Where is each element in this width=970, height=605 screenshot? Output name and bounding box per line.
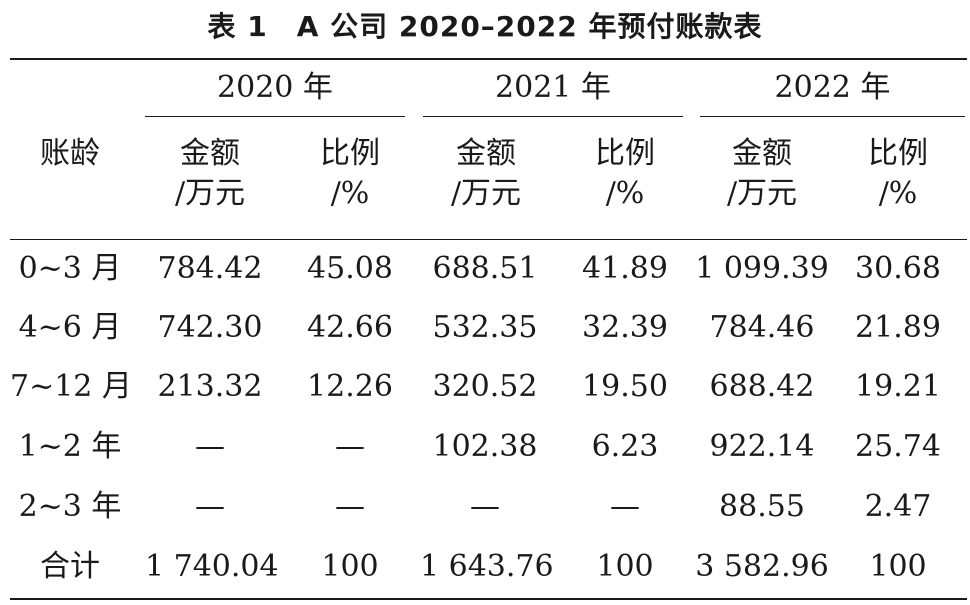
table-cell: —	[470, 489, 500, 524]
year-underline-2022	[700, 116, 965, 117]
table-cell: 30.68	[855, 251, 941, 286]
table-cell: 1 099.39	[695, 251, 829, 286]
top-rule	[10, 58, 967, 60]
table-cell: 532.35	[432, 310, 538, 345]
table-cell: 21.89	[855, 310, 941, 345]
row-label: 2~3 年	[18, 489, 122, 524]
table-cell: 100	[869, 549, 927, 584]
ratio-header-unit: /%	[330, 176, 370, 211]
table-cell: 42.66	[307, 310, 393, 345]
table-cell: 1 643.76	[420, 549, 554, 584]
table-cell: 3 582.96	[695, 549, 829, 584]
ratio-header-unit: /%	[878, 176, 918, 211]
table-cell: 88.55	[719, 489, 805, 524]
table-cell: 1 740.04	[145, 549, 279, 584]
amount-header-text: 金额	[456, 136, 516, 171]
row-label: 合计	[40, 549, 100, 584]
row-label: 0~3 月	[18, 251, 122, 286]
table-cell: 742.30	[157, 310, 263, 345]
table-cell: 102.38	[432, 429, 538, 464]
year-underline-2020	[145, 116, 405, 117]
table-cell: 320.52	[432, 369, 538, 404]
table-cell: 100	[321, 549, 379, 584]
amount-header-text: 金额	[180, 136, 240, 171]
bottom-rule	[10, 598, 967, 600]
year-header-2021: 2021 年	[495, 70, 611, 105]
amount-header-unit: /万元	[174, 176, 246, 211]
ratio-header-2021: 比例 /%	[565, 134, 685, 214]
table-cell: —	[195, 429, 225, 464]
table-cell: 41.89	[582, 251, 668, 286]
table-cell: 12.26	[307, 369, 393, 404]
year-header-2022: 2022 年	[774, 70, 891, 105]
ratio-header-2020: 比例 /%	[290, 134, 410, 214]
table-cell: 19.21	[855, 369, 941, 404]
table-cell: 688.51	[432, 251, 538, 286]
table-cell: 922.14	[709, 429, 815, 464]
amount-header-2020: 金额 /万元	[150, 134, 270, 214]
amount-header-2021: 金额 /万元	[426, 134, 546, 214]
year-header-2020: 2020 年	[217, 70, 333, 105]
amount-header-text: 金额	[732, 136, 792, 171]
table-cell: 784.46	[709, 310, 815, 345]
table-cell: 19.50	[582, 369, 668, 404]
column-header-aging: 账龄	[40, 136, 100, 171]
table-cell: 784.42	[157, 251, 263, 286]
row-label: 1~2 年	[18, 429, 122, 464]
table-cell: 6.23	[591, 429, 659, 464]
table-cell: —	[195, 489, 225, 524]
header-rule	[10, 239, 967, 240]
row-label: 7~12 月	[10, 369, 132, 404]
table-cell: —	[335, 429, 365, 464]
table-cell: 213.32	[157, 369, 263, 404]
table-cell: 25.74	[855, 429, 941, 464]
ratio-header-text: 比例	[595, 136, 655, 171]
amount-header-unit: /万元	[450, 176, 522, 211]
table-cell: —	[335, 489, 365, 524]
table-cell: 45.08	[307, 251, 393, 286]
table-cell: —	[610, 489, 640, 524]
ratio-header-text: 比例	[320, 136, 380, 171]
year-underline-2021	[423, 116, 683, 117]
table-cell: 100	[596, 549, 654, 584]
table-cell: 32.39	[582, 310, 668, 345]
ratio-header-2022: 比例 /%	[838, 134, 958, 214]
ratio-header-text: 比例	[868, 136, 928, 171]
amount-header-unit: /万元	[726, 176, 798, 211]
amount-header-2022: 金额 /万元	[702, 134, 822, 214]
table-title: 表 1 A 公司 2020–2022 年预付账款表	[207, 10, 763, 43]
table-cell: 688.42	[709, 369, 815, 404]
ratio-header-unit: /%	[605, 176, 645, 211]
row-label: 4~6 月	[18, 310, 122, 345]
table-cell: 2.47	[864, 489, 932, 524]
